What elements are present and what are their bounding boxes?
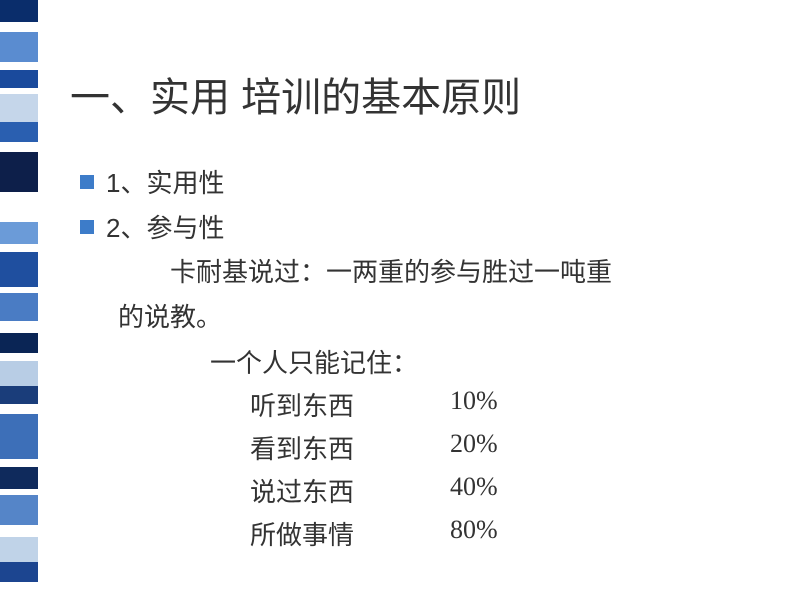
slide-content: 一、实用 培训的基本原则 1、实用性 2、参与性 卡耐基说过：一两重的参与胜过一… xyxy=(70,65,770,552)
sidebar-stripe xyxy=(0,252,38,287)
sidebar-stripe xyxy=(0,122,38,142)
sidebar-stripe xyxy=(0,321,38,333)
stat-label: 所做事情 xyxy=(250,515,450,552)
bullet-text: 1、实用性 xyxy=(106,163,224,200)
slide-title: 一、实用 培训的基本原则 xyxy=(70,65,770,123)
sidebar-stripe xyxy=(0,152,38,192)
quote-block: 卡耐基说过：一两重的参与胜过一吨重 xyxy=(170,253,770,292)
sidebar-stripe xyxy=(0,495,38,525)
sidebar-stripe xyxy=(0,62,38,70)
sidebar-stripe xyxy=(0,222,38,244)
bullet-icon xyxy=(80,220,94,234)
quote-line: 的说教。 xyxy=(118,298,770,337)
sidebar-stripe xyxy=(0,94,38,122)
bullet-icon xyxy=(80,175,94,189)
sidebar-stripe xyxy=(0,293,38,321)
quote-line: 卡耐基说过：一两重的参与胜过一吨重 xyxy=(170,253,770,292)
sidebar-stripe xyxy=(0,467,38,489)
sidebar-stripe xyxy=(0,32,38,62)
sidebar-stripe xyxy=(0,353,38,361)
bullet-text: 2、参与性 xyxy=(106,208,224,245)
sub-header: 一个人只能记住： xyxy=(210,343,770,380)
stat-label: 听到东西 xyxy=(250,386,450,423)
bullet-item: 1、实用性 xyxy=(80,163,770,200)
sidebar-stripe xyxy=(0,414,38,459)
sidebar-stripe xyxy=(0,525,38,537)
stat-value: 40% xyxy=(450,472,498,509)
stat-row: 所做事情 80% xyxy=(250,515,770,552)
stat-value: 80% xyxy=(450,515,498,552)
stat-value: 20% xyxy=(450,429,498,466)
sidebar-stripe xyxy=(0,333,38,353)
stat-label: 说过东西 xyxy=(250,472,450,509)
stat-row: 看到东西 20% xyxy=(250,429,770,466)
decorative-sidebar xyxy=(0,0,38,600)
sidebar-stripe xyxy=(0,459,38,467)
sidebar-stripe xyxy=(0,562,38,582)
stat-row: 听到东西 10% xyxy=(250,386,770,423)
sidebar-stripe xyxy=(0,70,38,88)
sidebar-stripe xyxy=(0,0,38,22)
bullet-item: 2、参与性 xyxy=(80,208,770,245)
sidebar-stripe xyxy=(0,361,38,386)
sidebar-stripe xyxy=(0,404,38,414)
sidebar-stripe xyxy=(0,142,38,152)
sidebar-stripe xyxy=(0,22,38,32)
sidebar-stripe xyxy=(0,192,38,222)
sidebar-stripe xyxy=(0,386,38,404)
stat-label: 看到东西 xyxy=(250,429,450,466)
sidebar-stripe xyxy=(0,537,38,562)
stat-row: 说过东西 40% xyxy=(250,472,770,509)
sidebar-stripe xyxy=(0,582,38,600)
sidebar-stripe xyxy=(0,244,38,252)
stat-value: 10% xyxy=(450,386,498,423)
